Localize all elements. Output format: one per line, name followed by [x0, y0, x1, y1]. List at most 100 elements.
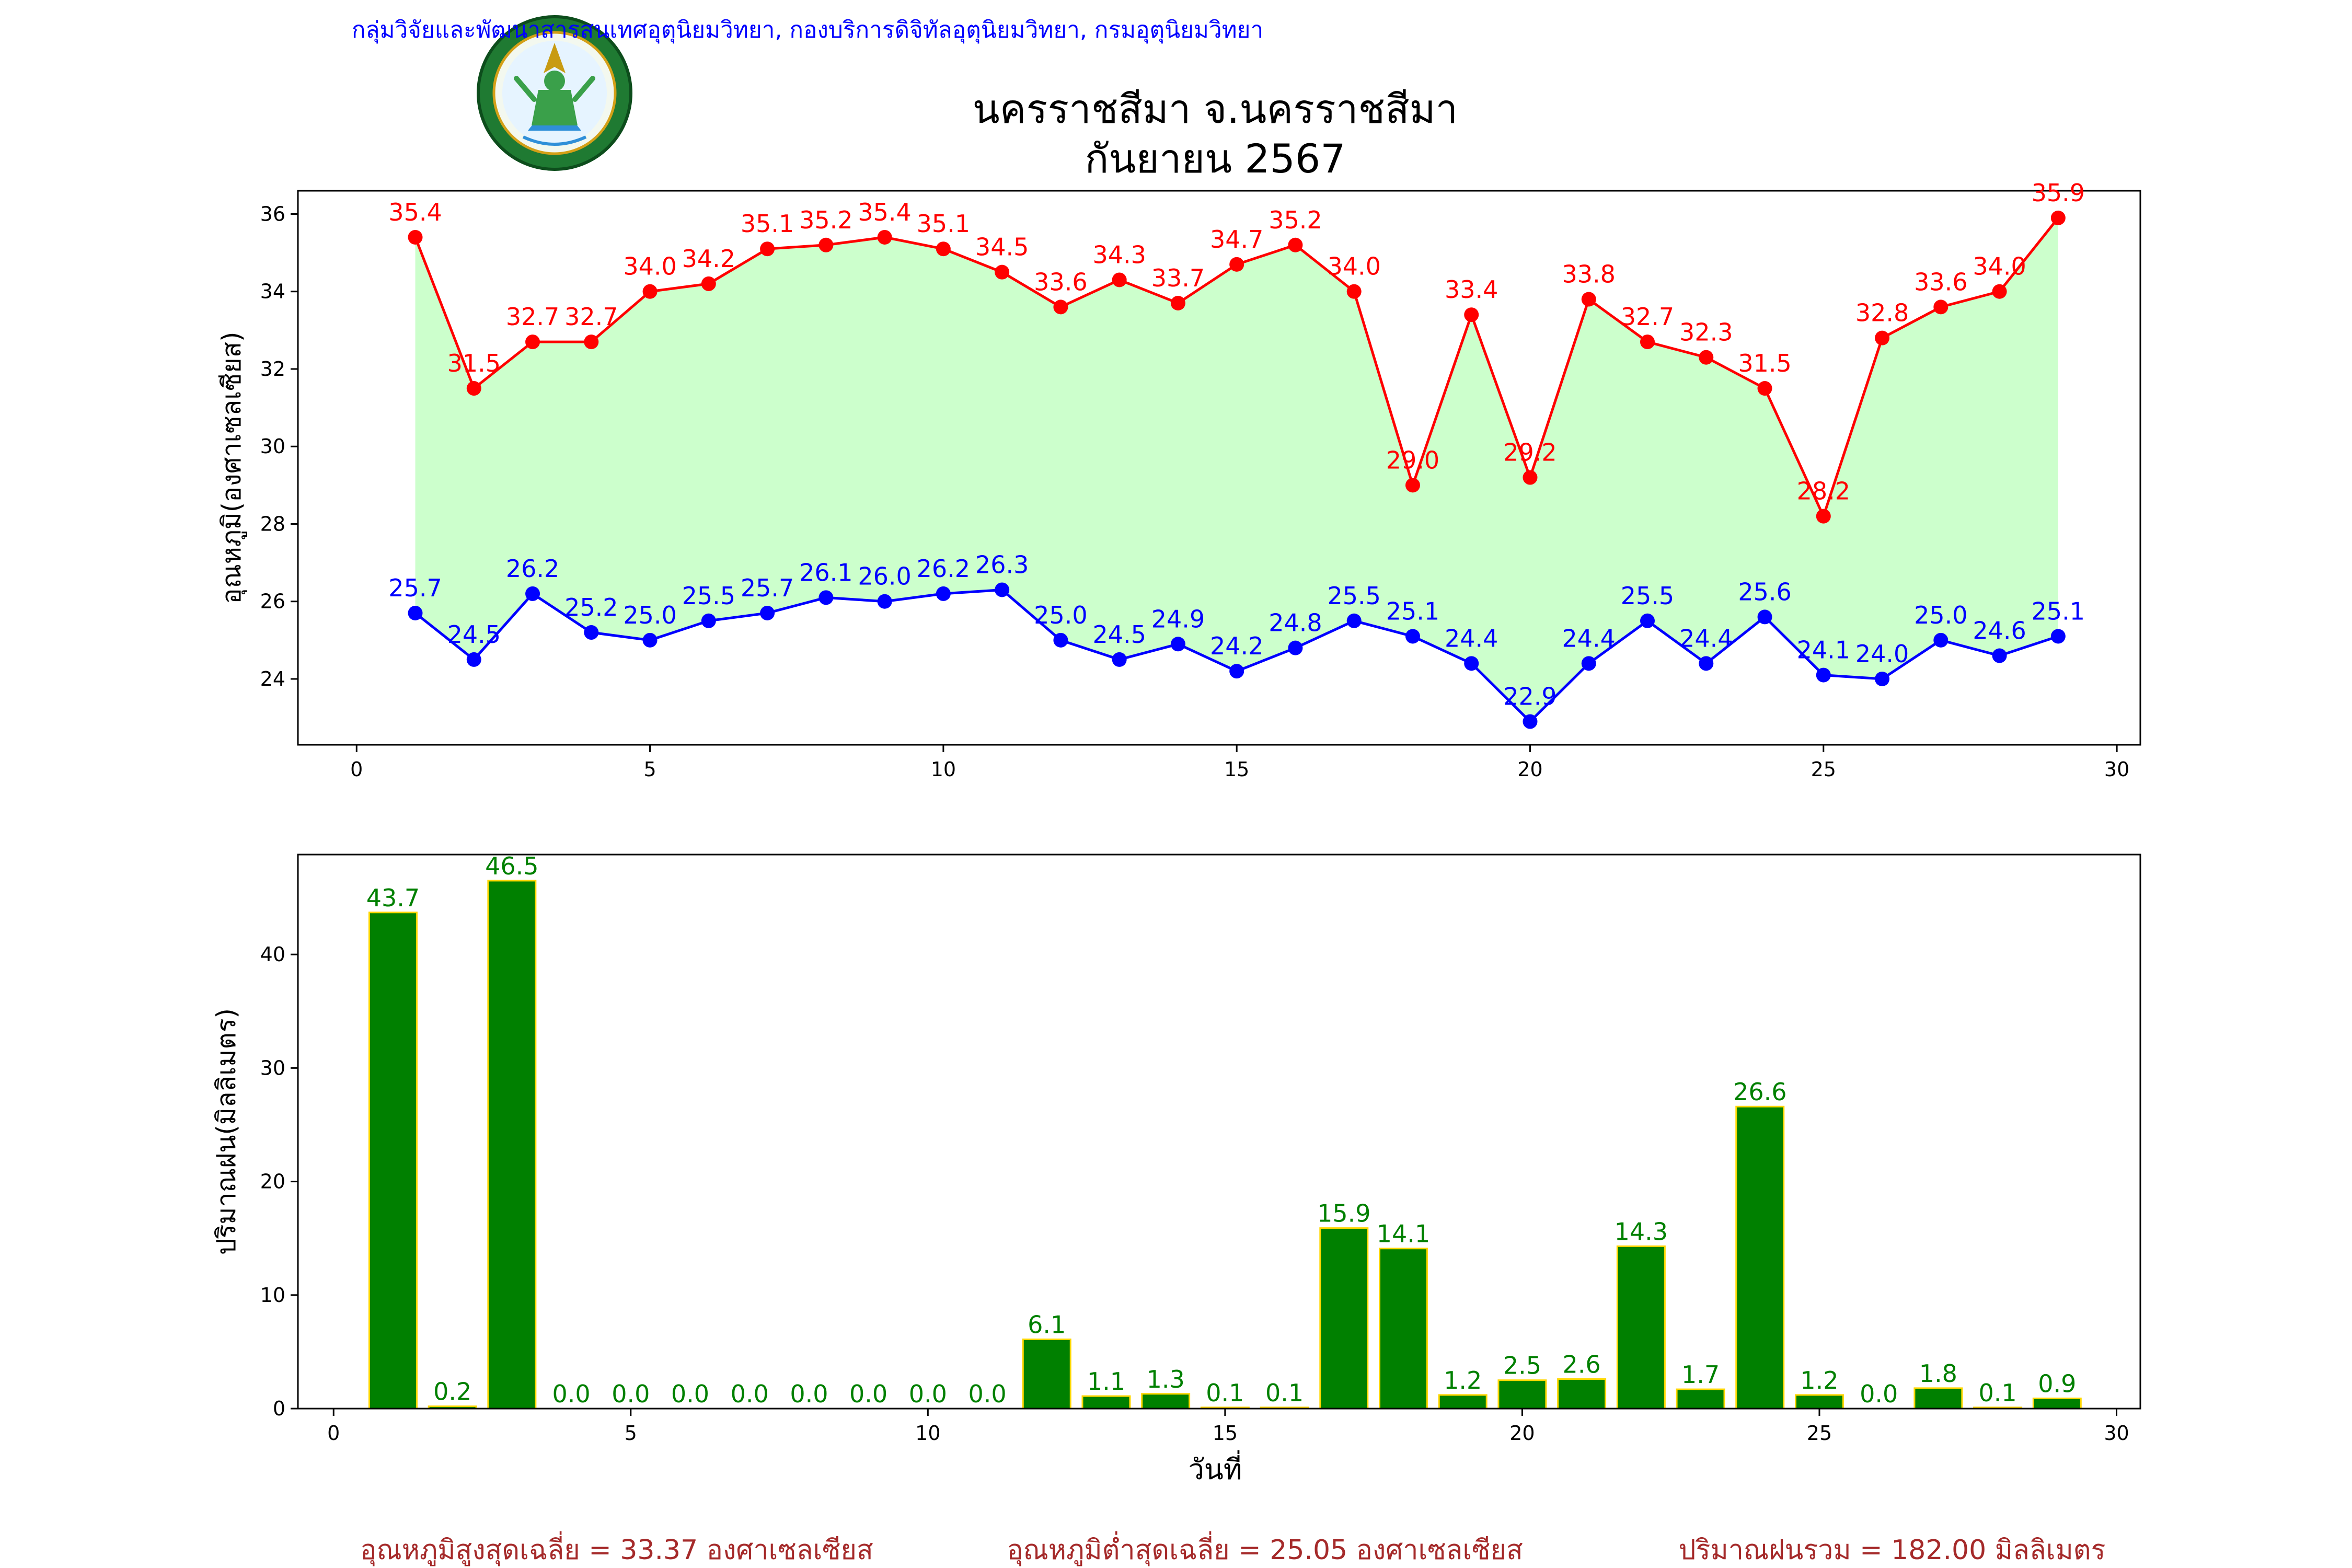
min-temp-point — [1229, 664, 1244, 679]
rain-bar — [1616, 1245, 1666, 1410]
min-temp-point — [2050, 629, 2066, 644]
rain-value-label: 46.5 — [485, 852, 538, 880]
rain-value-label: 6.1 — [1028, 1311, 1066, 1339]
rain-bar — [1497, 1379, 1547, 1410]
min-temp-value-label: 26.3 — [975, 550, 1029, 579]
rain-value-label: 26.6 — [1733, 1078, 1786, 1106]
x-tick-label: 25 — [1807, 1422, 1832, 1445]
rain-value-label: 0.0 — [790, 1380, 828, 1408]
max-temp-point — [1464, 307, 1479, 322]
rain-value-label: 1.3 — [1147, 1365, 1185, 1393]
rain-bar — [1557, 1378, 1607, 1410]
max-temp-value-label: 35.1 — [917, 210, 970, 238]
max-temp-point — [877, 229, 892, 245]
max-temp-point — [1757, 381, 1772, 396]
x-tick-label: 0 — [350, 758, 363, 781]
max-temp-point — [1346, 284, 1362, 299]
min-temp-point — [1053, 632, 1068, 648]
min-temp-point — [466, 652, 481, 667]
temperature-y-ticks: 24 26 28 30 32 34 36 — [260, 202, 298, 690]
min-temp-value-label: 25.1 — [2032, 597, 2085, 625]
max-temp-value-label: 33.6 — [1034, 268, 1087, 296]
y-tick-label: 30 — [260, 435, 285, 458]
max-temp-point — [1699, 350, 1714, 365]
rain-bar — [368, 912, 418, 1410]
min-temp-point — [818, 590, 834, 605]
rain-value-label: 0.1 — [1206, 1379, 1244, 1407]
max-temp-value-label: 35.9 — [2032, 179, 2085, 207]
y-tick-label: 10 — [260, 1284, 285, 1307]
rain-bar — [2032, 1397, 2082, 1410]
max-temp-value-label: 35.2 — [799, 206, 852, 234]
average-min-temperature: อุณหภูมิต่ำสุดเฉลี่ย = 25.05 องศาเซลเซีย… — [1007, 1531, 1523, 1566]
min-temperature-series: 25.724.526.225.2 25.025.5 25.726.1 26.0 26.2… — [388, 550, 2085, 729]
max-temp-value-label: 35.4 — [388, 198, 442, 226]
min-temp-value-label: 25.1 — [1386, 597, 1439, 625]
min-temp-point — [1581, 656, 1596, 671]
rain-value-label: 2.5 — [1503, 1352, 1541, 1380]
rain-bar — [1379, 1248, 1428, 1410]
min-temp-point — [877, 594, 892, 609]
max-temp-point — [936, 241, 951, 257]
max-temp-point — [466, 381, 481, 396]
min-temp-value-label: 26.2 — [506, 555, 559, 583]
rain-value-label: 0.0 — [1860, 1380, 1898, 1408]
min-temp-value-label: 24.5 — [1092, 620, 1146, 649]
x-tick-label: 15 — [1213, 1422, 1238, 1445]
min-temp-point — [1523, 714, 1538, 729]
x-tick-label: 25 — [1811, 758, 1836, 781]
min-temp-point — [525, 586, 540, 601]
max-temp-value-label: 34.3 — [1092, 240, 1146, 269]
y-tick-label: 26 — [260, 590, 285, 613]
summary-footer: อุณหภูมิสูงสุดเฉลี่ย = 33.37 องศาเซลเซีย… — [360, 1531, 2105, 1566]
min-temp-point — [1757, 609, 1772, 625]
max-temp-point — [1229, 257, 1244, 272]
temperature-x-ticks: 0 5 10 15 20 25 30 — [350, 745, 2129, 781]
period-title: กันยายน 2567 — [1085, 135, 1345, 182]
min-temp-point — [1170, 637, 1185, 652]
rain-bar — [1319, 1227, 1369, 1410]
max-temp-value-label: 31.5 — [1738, 349, 1791, 377]
max-temp-point — [1170, 295, 1185, 310]
y-tick-label: 20 — [260, 1170, 285, 1193]
min-temp-point — [1933, 632, 1949, 648]
rain-value-label: 0.0 — [968, 1380, 1006, 1408]
max-temp-point — [1112, 272, 1127, 287]
max-temp-point — [1523, 470, 1538, 485]
y-tick-label: 40 — [260, 943, 285, 966]
max-temp-value-label: 35.1 — [741, 210, 794, 238]
max-temp-point — [818, 237, 834, 252]
max-temp-point — [701, 276, 716, 291]
y-tick-label: 0 — [273, 1397, 285, 1420]
min-temp-point — [1640, 613, 1655, 628]
max-temp-point — [995, 264, 1010, 280]
min-temp-point — [1875, 671, 1890, 686]
max-temp-value-label: 34.0 — [623, 252, 676, 281]
max-temp-value-label: 34.0 — [1973, 252, 2026, 281]
max-temp-point — [1053, 299, 1068, 315]
rain-value-label: 0.0 — [849, 1380, 887, 1408]
x-tick-label: 30 — [2104, 1422, 2129, 1445]
min-temp-value-label: 24.4 — [1679, 624, 1733, 652]
max-temp-value-label: 34.7 — [1210, 225, 1263, 253]
y-tick-label: 36 — [260, 202, 285, 225]
max-temp-point — [760, 241, 775, 257]
station-title: นครราชสีมา จ.นครราชสีมา — [973, 86, 1458, 132]
rain-value-label: 1.7 — [1681, 1361, 1720, 1389]
max-temp-value-label: 32.8 — [1855, 299, 1909, 327]
total-rainfall: ปริมาณฝนรวม = 182.00 มิลลิเมตร — [1679, 1535, 2106, 1566]
min-temp-value-label: 24.8 — [1269, 609, 1322, 637]
min-temp-value-label: 24.9 — [1151, 605, 1205, 633]
x-tick-label: 20 — [1509, 1422, 1535, 1445]
min-temp-value-label: 25.5 — [1327, 582, 1380, 610]
rain-bar — [1022, 1339, 1071, 1410]
y-tick-label: 34 — [260, 280, 285, 303]
min-temp-value-label: 25.2 — [564, 593, 618, 621]
max-temp-point — [584, 335, 599, 350]
x-tick-label: 0 — [327, 1422, 340, 1445]
min-temp-value-label: 24.4 — [1445, 624, 1498, 652]
min-temp-point — [584, 625, 599, 640]
